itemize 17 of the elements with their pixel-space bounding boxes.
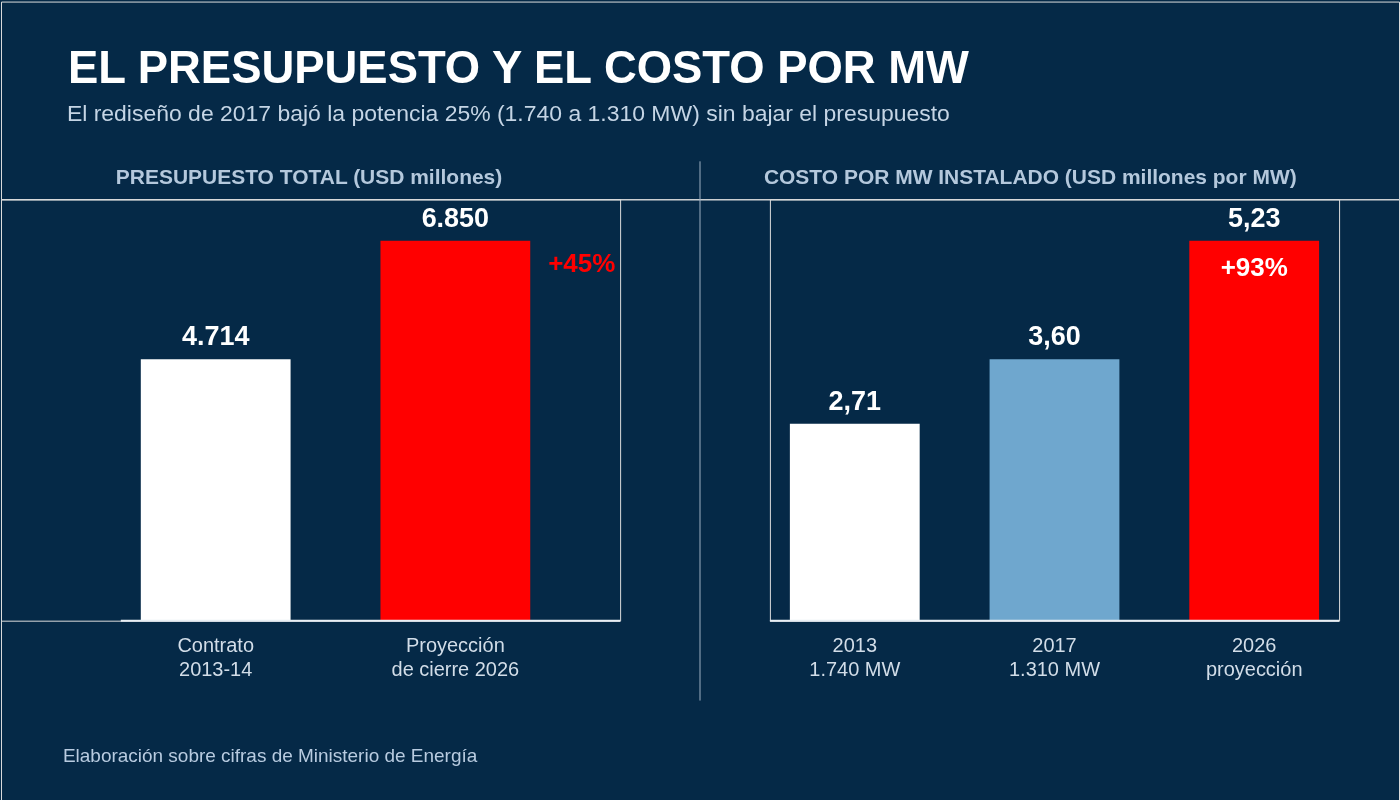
x-tick-label: 2013 1.740 MW [809, 634, 901, 681]
data-label: 5,23 [1227, 202, 1281, 233]
x-tick-label: 2026 proyección [1205, 634, 1303, 681]
data-label: 3,60 [1028, 321, 1081, 352]
annotation: +45% [548, 247, 616, 278]
text: EL PRESUPUESTO Y EL COSTO POR MW [67, 42, 970, 94]
text: El rediseño de 2017 bajó la potencia 25% (1.740 a 1.310 MW) sin bajar el presupuesto [66, 100, 950, 127]
x-tick-label: 2017 1.310 MW [1008, 634, 1101, 681]
data-label: 2,71 [828, 385, 882, 416]
data-label: 6.850 [421, 202, 490, 233]
chart-title: PRESUPUESTO TOTAL (USD millones) [115, 165, 503, 189]
annotation: +93% [1220, 251, 1288, 282]
data-label: 4.714 [181, 321, 250, 352]
text: Elaboración sobre cifras de Ministerio de Energía [62, 745, 478, 767]
x-tick-label: Proyección de cierre 2026 [391, 634, 520, 681]
chart-title: COSTO POR MW INSTALADO (USD millones por MW) [763, 165, 1297, 189]
x-tick-label: Contrato 2013-14 [177, 634, 254, 681]
